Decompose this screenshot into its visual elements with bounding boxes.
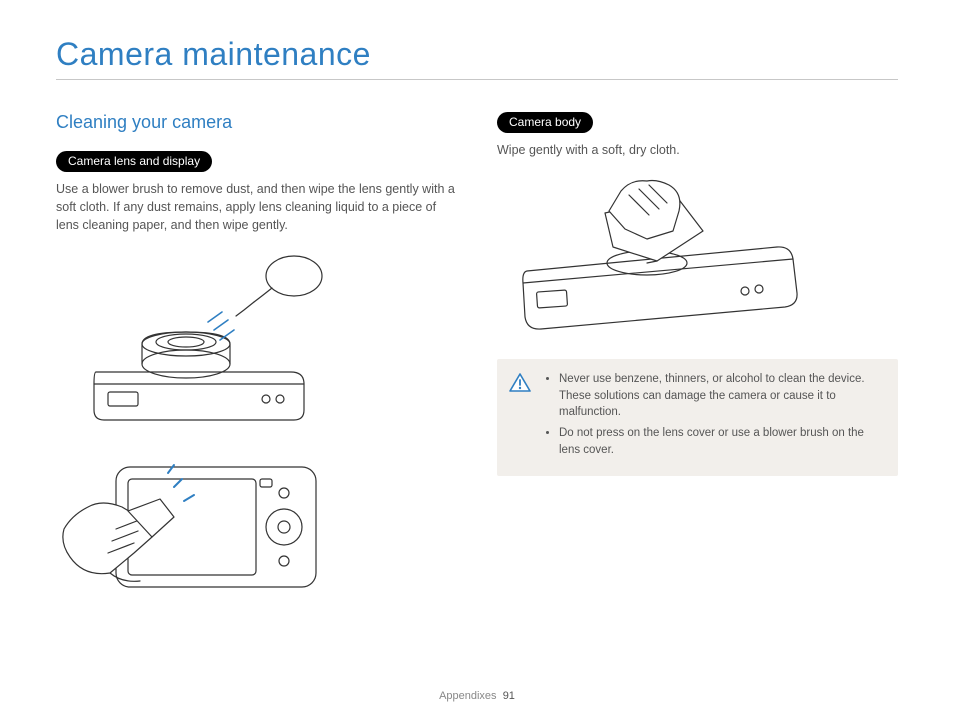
right-column: Camera body Wipe gently with a soft, dry…	[497, 112, 898, 608]
warning-list: Never use benzene, thinners, or alcohol …	[543, 371, 882, 462]
pill-lens-display: Camera lens and display	[56, 151, 212, 172]
page-footer: Appendixes 91	[0, 690, 954, 702]
footer-page-number: 91	[503, 690, 515, 702]
illus-wipe-body	[497, 173, 898, 333]
body-text: Wipe gently with a soft, dry cloth.	[497, 141, 898, 159]
title-rule	[56, 79, 898, 80]
lens-text: Use a blower brush to remove dust, and t…	[56, 180, 457, 234]
columns: Cleaning your camera Camera lens and dis…	[56, 112, 898, 608]
left-column: Cleaning your camera Camera lens and dis…	[56, 112, 457, 608]
pill-camera-body: Camera body	[497, 112, 593, 133]
warning-item: Never use benzene, thinners, or alcohol …	[559, 371, 882, 421]
illus-wipe-display	[56, 433, 457, 608]
warning-icon	[509, 373, 531, 393]
illus-blower	[56, 252, 457, 427]
page-title: Camera maintenance	[56, 36, 898, 73]
warning-callout: Never use benzene, thinners, or alcohol …	[497, 359, 898, 476]
footer-section: Appendixes	[439, 690, 497, 702]
warning-item: Do not press on the lens cover or use a …	[559, 425, 882, 458]
section-title: Cleaning your camera	[56, 112, 457, 133]
